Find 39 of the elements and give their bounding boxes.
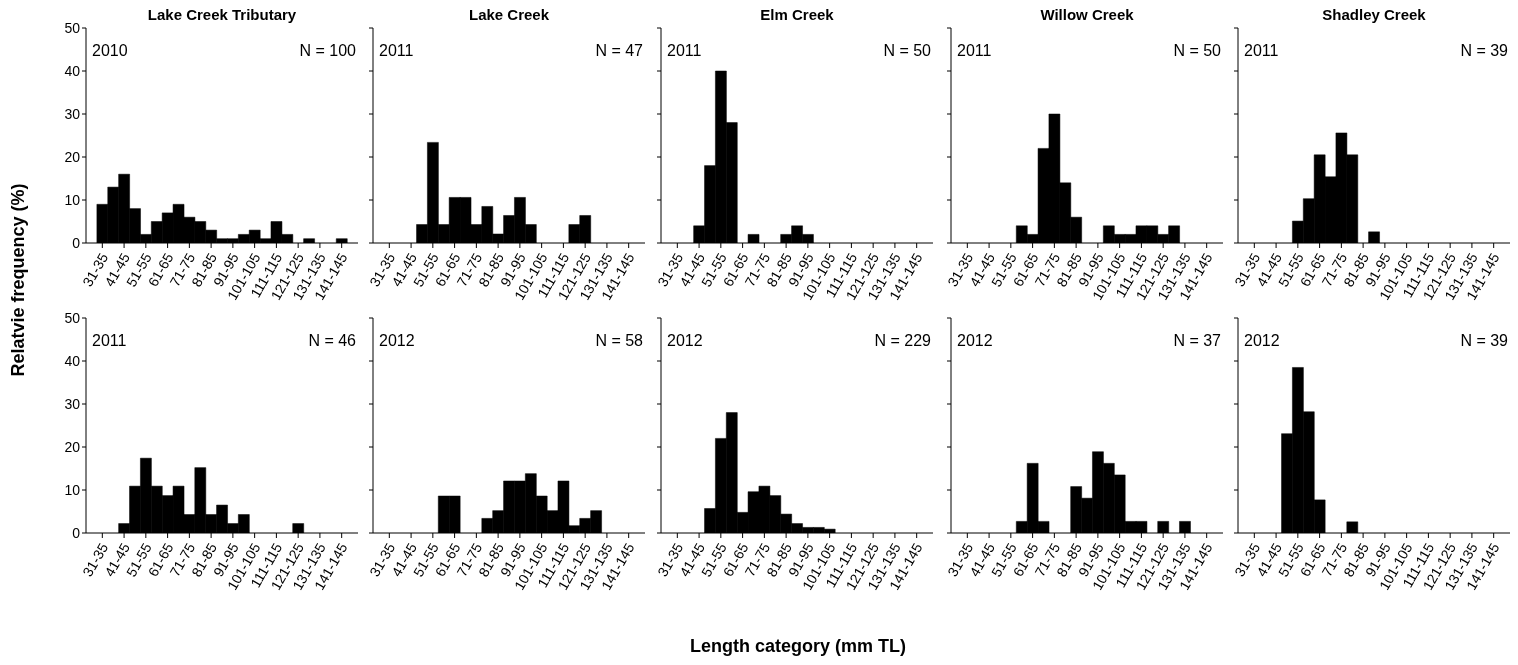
annotation: 2011 <box>957 42 992 60</box>
annotation: N = 39 <box>1460 42 1508 60</box>
annotation: N = 46 <box>308 332 356 350</box>
y-tick-label: 30 <box>64 105 81 122</box>
chart-title: Lake Creek <box>467 6 551 23</box>
annotation: N = 229 <box>874 332 931 350</box>
chart-title: Shadley Creek <box>1321 6 1427 23</box>
annotation: 2011 <box>379 42 414 60</box>
annotation: N = 37 <box>1173 332 1221 350</box>
annotation: N = 50 <box>1173 42 1221 60</box>
y-axis-title: Relatvie frequency (%) <box>7 183 29 377</box>
annotation: 2010 <box>92 42 128 60</box>
annotation: N = 50 <box>883 42 931 60</box>
y-tick-label: 20 <box>64 438 81 455</box>
y-tick-label: 40 <box>64 62 81 79</box>
y-tick-label: 30 <box>64 395 81 412</box>
y-tick-label: 0 <box>72 234 81 251</box>
y-tick-label: 10 <box>64 191 81 208</box>
y-tick-label: 40 <box>64 352 81 369</box>
y-tick-label: 50 <box>64 309 81 326</box>
annotation: 2012 <box>957 332 993 350</box>
chart-title: Lake Creek Tributary <box>146 6 298 23</box>
annotation: N = 39 <box>1460 332 1508 350</box>
chart-title: Elm Creek <box>759 6 835 23</box>
annotation: 2011 <box>92 332 127 350</box>
chart-title: Willow Creek <box>1039 6 1135 23</box>
annotation: 2011 <box>1244 42 1279 60</box>
annotation: N = 100 <box>299 42 356 60</box>
y-tick-label: 0 <box>72 524 81 541</box>
x-axis-title: Length category (mm TL) <box>689 636 907 657</box>
y-tick-label: 10 <box>64 481 81 498</box>
y-tick-label: 20 <box>64 148 81 165</box>
annotation: N = 58 <box>595 332 643 350</box>
annotation: 2012 <box>667 332 703 350</box>
annotation: 2012 <box>1244 332 1280 350</box>
annotation: 2011 <box>667 42 702 60</box>
annotation: 2012 <box>379 332 415 350</box>
annotation: N = 47 <box>595 42 643 60</box>
y-tick-label: 50 <box>64 19 81 36</box>
